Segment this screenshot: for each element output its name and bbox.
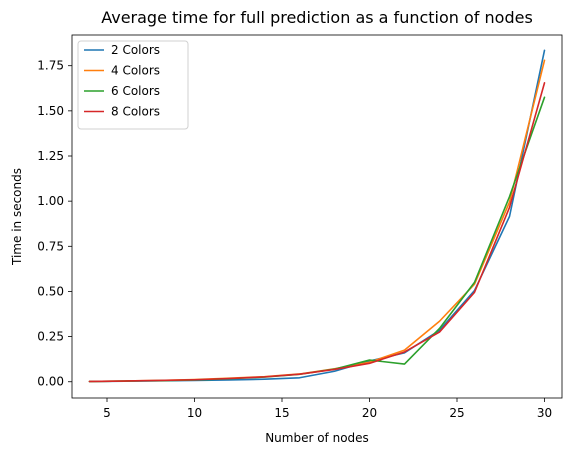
y-tick-label: 0.75 [37,239,64,253]
legend-label: 8 Colors [111,105,160,119]
x-tick-label: 10 [187,406,202,420]
x-tick-label: 20 [362,406,377,420]
y-tick-label: 0.50 [37,284,64,298]
y-tick-label: 1.25 [37,149,64,163]
x-tick-label: 5 [103,406,111,420]
y-tick-label: 1.50 [37,104,64,118]
x-axis-label: Number of nodes [265,431,369,445]
legend-label: 6 Colors [111,84,160,98]
x-tick-label: 25 [449,406,464,420]
legend-label: 2 Colors [111,43,160,57]
legend-label: 4 Colors [111,64,160,78]
legend: 2 Colors 4 Colors 6 Colors 8 Colors [78,41,188,129]
y-axis-label: Time in seconds [10,168,24,266]
x-tick-label: 30 [537,406,552,420]
y-tick-label: 0.25 [37,330,64,344]
y-tick-label: 1.75 [37,59,64,73]
chart-title: Average time for full prediction as a fu… [101,8,533,27]
y-tick-label: 0.00 [37,375,64,389]
x-tick-label: 15 [274,406,289,420]
y-axis: 0.00 0.25 0.50 0.75 1.00 1.25 1.50 1.75 [37,59,72,389]
y-tick-label: 1.00 [37,194,64,208]
x-axis: 5 10 15 20 25 30 [103,398,552,420]
